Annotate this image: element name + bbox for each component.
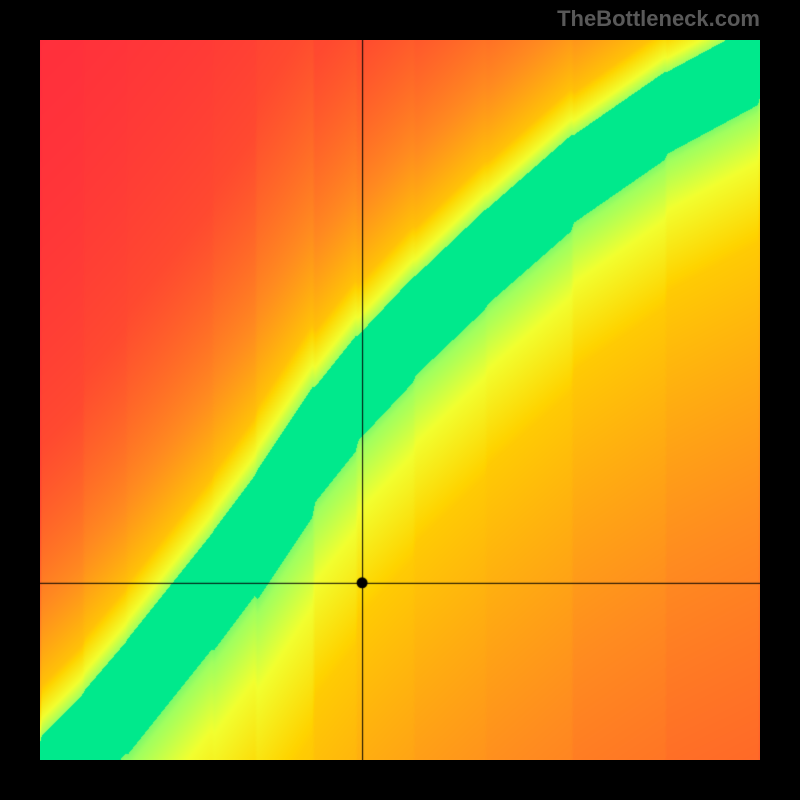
bottleneck-heatmap xyxy=(40,40,760,760)
watermark-label: TheBottleneck.com xyxy=(557,6,760,32)
